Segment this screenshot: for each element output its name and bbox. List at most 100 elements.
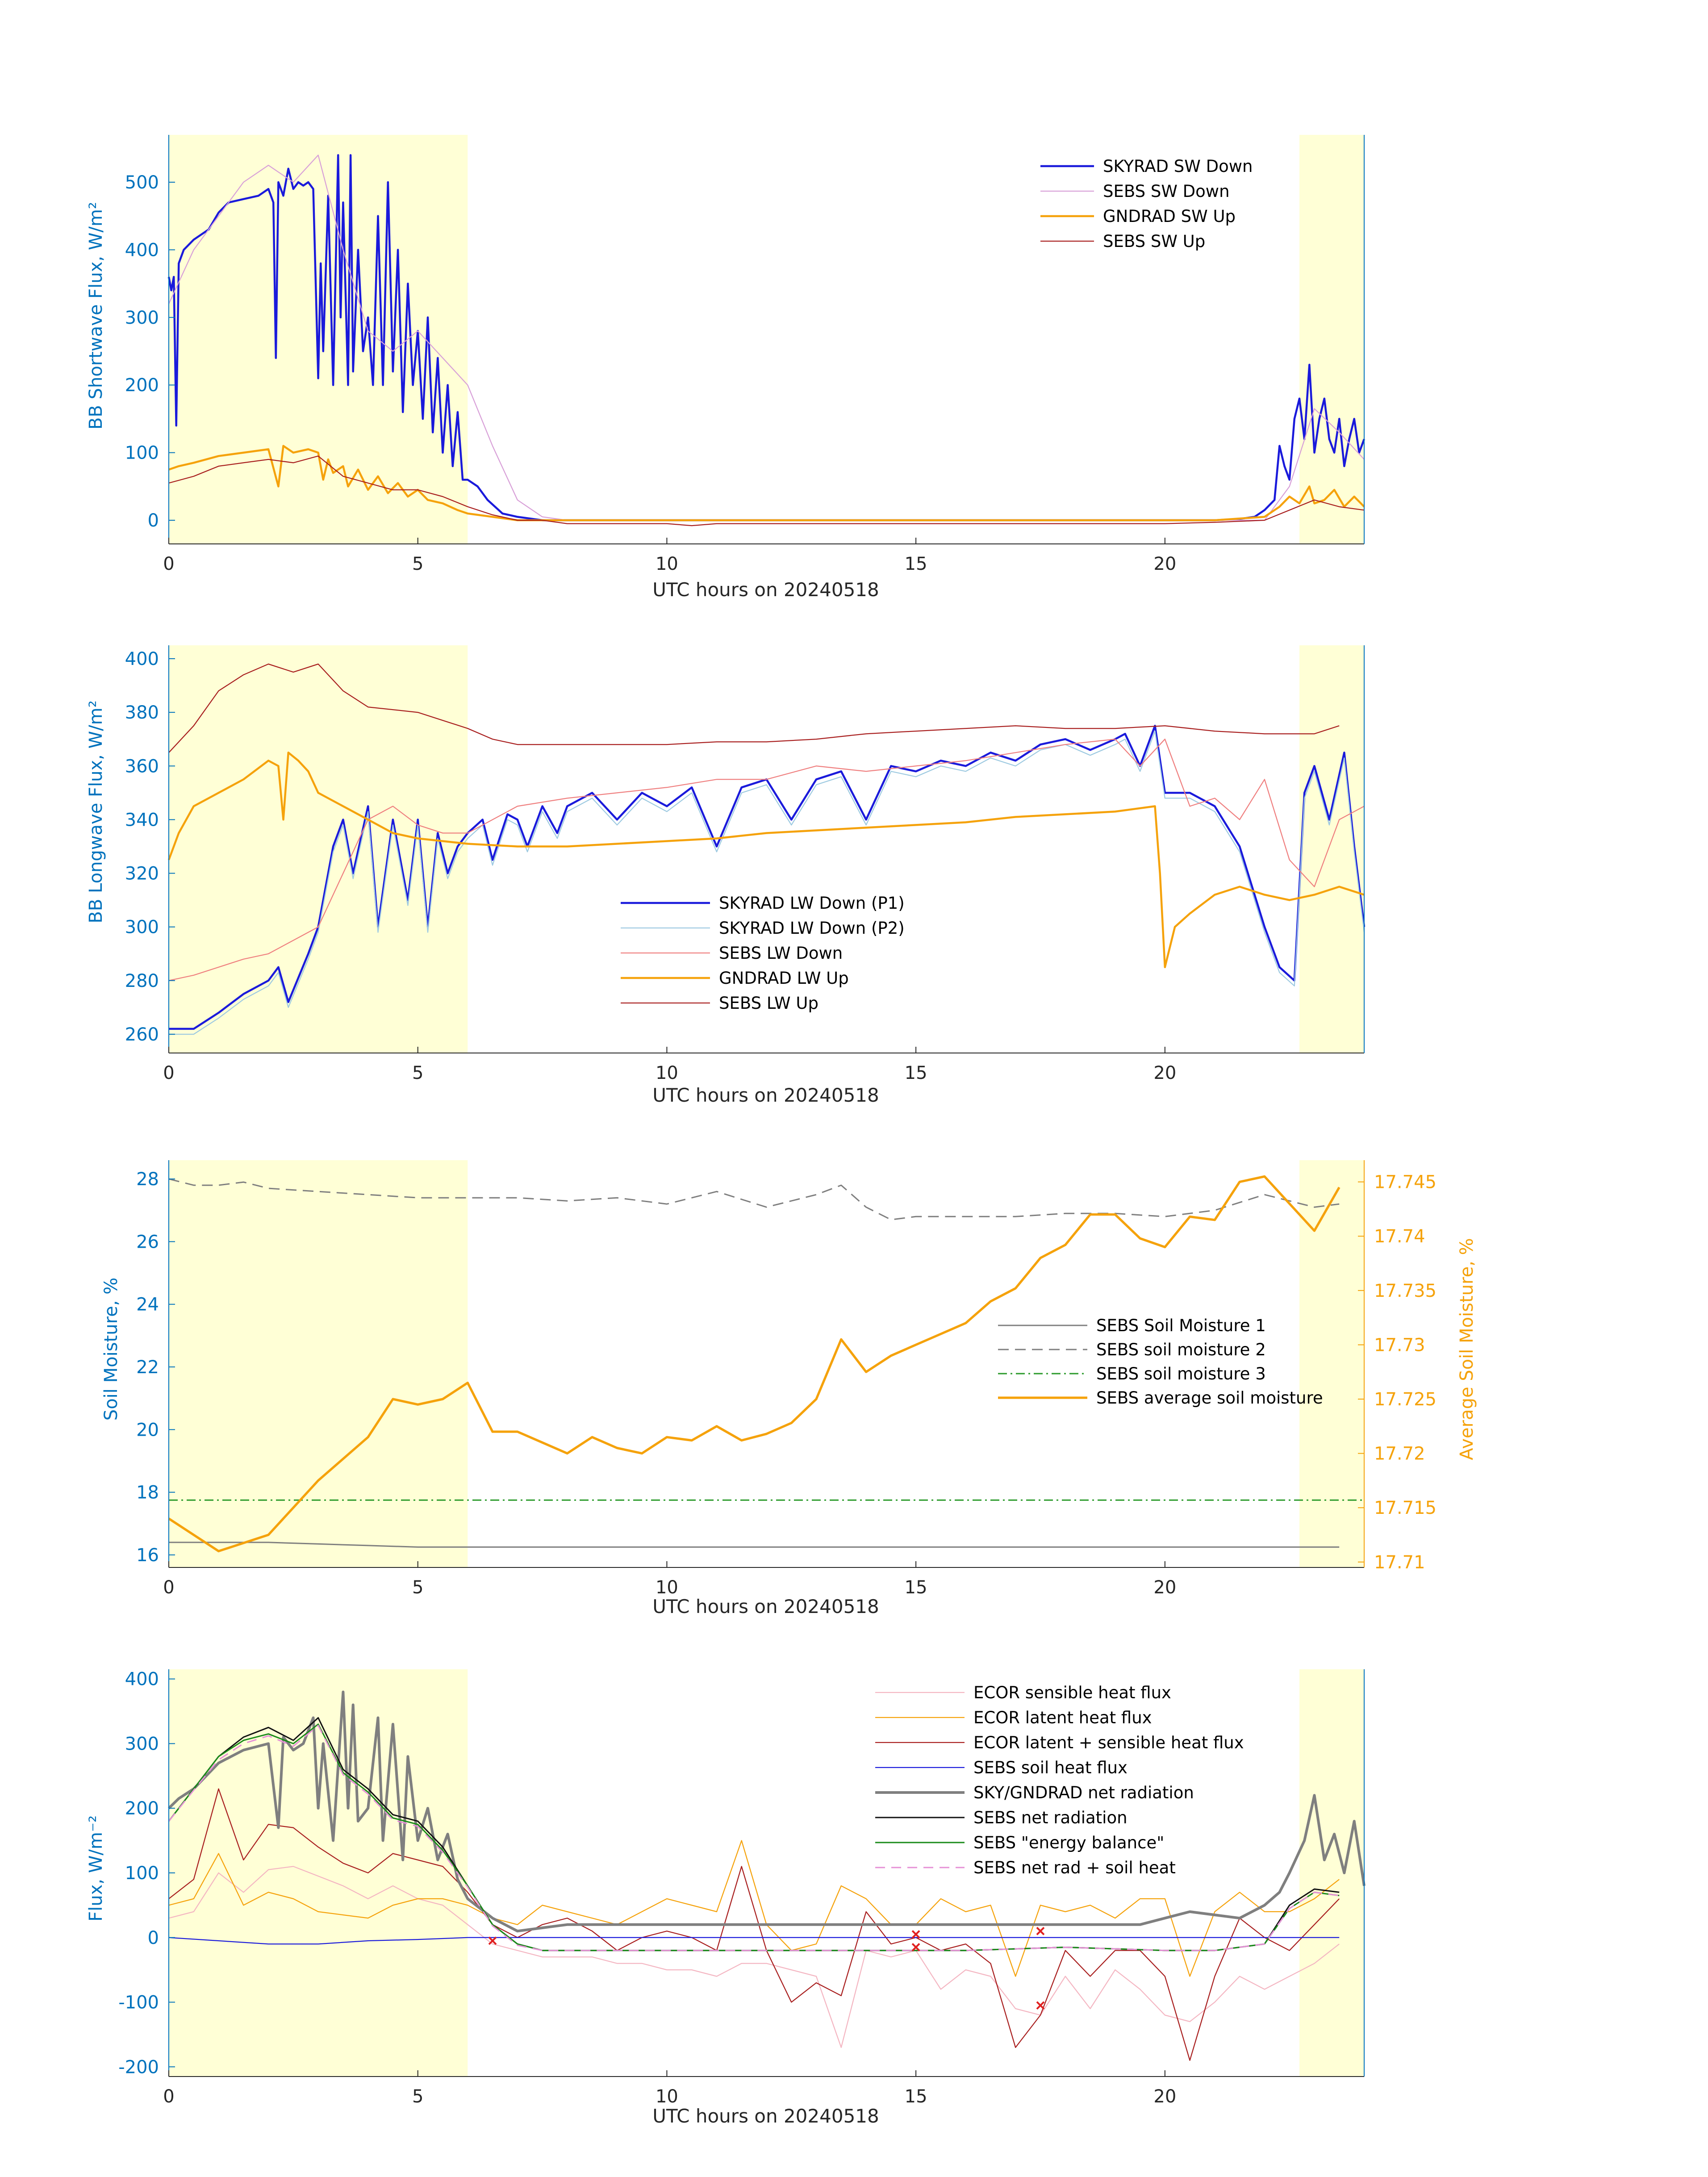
legend-label: GNDRAD LW Up	[719, 969, 849, 988]
legend-item-gndrad-sw-up: GNDRAD SW Up	[1040, 207, 1236, 226]
legend-item-sebs-sw-up: SEBS SW Up	[1040, 232, 1205, 251]
x-tick-label: 15	[905, 1577, 927, 1598]
energy-flux-legend: ECOR sensible heat flux ECOR latent heat …	[875, 1683, 1244, 1877]
legend-label: SKYRAD SW Down	[1103, 157, 1253, 176]
legend-label: SEBS SW Up	[1103, 232, 1205, 251]
x-tick-label: 5	[412, 1063, 423, 1083]
daylight-band	[1299, 1669, 1364, 2077]
series-line-sebs-sw-up	[168, 455, 1365, 526]
y2-tick-label: 17.735	[1374, 1281, 1437, 1301]
legend-label: SKYRAD LW Down (P2)	[719, 919, 905, 938]
daylight-band	[169, 645, 468, 1053]
longwave-panel: 0 5 10 15 20 260 280 300 320 340 360 380 400 BB Long…	[86, 645, 1366, 1106]
legend-item-sebs-lw-up: SEBS LW Up	[621, 994, 819, 1013]
x-tick-label: 10	[656, 2086, 678, 2107]
y2-tick-label: 17.715	[1374, 1498, 1437, 1518]
y-tick-label: 26	[136, 1232, 159, 1252]
x-tick-label: 20	[1153, 2086, 1176, 2107]
x-tick-label: 0	[163, 2086, 174, 2107]
legend-item-sebs-lw-down: SEBS LW Down	[621, 944, 843, 963]
x-tick-label: 5	[412, 2086, 423, 2107]
y-tick-label: 22	[136, 1357, 159, 1378]
legend-item-sebs-average-soil-moisture: SEBS average soil moisture	[998, 1388, 1323, 1408]
legend-label: SEBS soil moisture 2	[1096, 1340, 1266, 1359]
legend-label: SEBS soil heat flux	[973, 1758, 1128, 1777]
y-tick-label: -200	[118, 2057, 159, 2077]
legend-label: SEBS average soil moisture	[1096, 1388, 1323, 1408]
x-tick-label: 20	[1153, 1063, 1176, 1083]
y-tick-label: 300	[125, 917, 159, 938]
y-tick-label: 100	[125, 443, 159, 464]
x-tick-label: 15	[905, 2086, 927, 2107]
series-line-skyrad-lw-down-p2	[169, 731, 1365, 1035]
legend-label: SEBS net rad + soil heat	[973, 1858, 1176, 1877]
legend-label: ECOR latent + sensible heat flux	[973, 1733, 1244, 1752]
y-tick-label: 300	[125, 1734, 159, 1754]
series-line-ecor-latent-sensible-heat-flux	[168, 1788, 1340, 2061]
legend-label: SEBS LW Up	[719, 994, 819, 1013]
legend-label: GNDRAD SW Up	[1103, 207, 1236, 226]
data-marker	[488, 1936, 497, 1945]
y-tick-label: 400	[125, 1669, 159, 1690]
legend-item-sebs-energy-balance: SEBS "energy balance"	[875, 1833, 1164, 1852]
legend-label: SEBS "energy balance"	[973, 1833, 1164, 1852]
legend-label: SKYRAD LW Down (P1)	[719, 894, 905, 913]
x-tick-label: 10	[656, 1063, 678, 1083]
legend-label: SEBS Soil Moisture 1	[1096, 1316, 1266, 1335]
legend-label: ECOR latent heat flux	[973, 1708, 1152, 1727]
data-marker	[1036, 1926, 1045, 1935]
y-tick-label: 300	[125, 308, 159, 328]
energy-flux-panel: 0 5 10 15 20 -200 -100 0 100 200 300 400 Flux, W/m⁻…	[86, 1669, 1366, 2127]
legend-item-ecor-latent-heat-flux: ECOR latent heat flux	[875, 1708, 1152, 1727]
series-line-ecor-sensible-heat-flux	[168, 1866, 1340, 2048]
x-tick-label: 0	[163, 554, 174, 574]
legend-item-sebs-net-radiation: SEBS net radiation	[875, 1808, 1128, 1827]
y2-tick-label: 17.73	[1374, 1335, 1425, 1355]
daylight-band	[169, 1669, 468, 2077]
legend-label: SEBS SW Down	[1103, 182, 1230, 201]
shortwave-xlabel: UTC hours on 20240518	[652, 579, 879, 601]
series-line-sky-gndrad-net-radiation	[167, 1690, 1366, 1933]
x-tick-label: 0	[163, 1063, 174, 1083]
series-line-gndrad-sw-up	[168, 445, 1365, 522]
y2-tick-label: 17.71	[1374, 1552, 1425, 1573]
y-tick-label: 260	[125, 1024, 159, 1045]
x-tick-label: 15	[905, 554, 927, 574]
y2-tick-label: 17.745	[1374, 1172, 1437, 1193]
legend-item-ecor-latent-sensible-heat-flux: ECOR latent + sensible heat flux	[875, 1733, 1244, 1752]
y-tick-label: 28	[136, 1169, 159, 1190]
x-tick-label: 20	[1153, 554, 1176, 574]
y-tick-label: 280	[125, 971, 159, 991]
longwave-ylabel: BB Longwave Flux, W/m²	[86, 700, 106, 923]
series-line-sebs-sw-down	[168, 155, 1365, 521]
series-line-sebs-soil-moisture-2	[168, 1178, 1340, 1220]
series-line-sebs-soil-moisture-1	[169, 1542, 1340, 1548]
y-tick-label: 18	[136, 1483, 159, 1503]
data-marker	[911, 1943, 920, 1951]
longwave-legend: SKYRAD LW Down (P1) SKYRAD LW Down (P2) SE…	[621, 894, 905, 1013]
y-tick-label: 0	[148, 1928, 159, 1948]
soil-moisture-panel: 0 5 10 15 20 16 18 20 22 24 26 28 17.71 17.715 17.72 17…	[101, 1160, 1477, 1617]
x-tick-label: 5	[412, 554, 423, 574]
legend-item-sebs-sw-down: SEBS SW Down	[1040, 182, 1230, 201]
x-tick-label: 10	[656, 554, 678, 574]
y-tick-label: 360	[125, 756, 159, 777]
series-line-sebs-lw-down	[168, 739, 1365, 981]
legend-label: SKY/GNDRAD net radiation	[973, 1783, 1194, 1802]
legend-item-skyrad-lw-down-p1: SKYRAD LW Down (P1)	[621, 894, 905, 913]
y-tick-label: 200	[125, 1798, 159, 1819]
series-line-gndrad-lw-up	[167, 752, 1365, 969]
data-marker	[1036, 2001, 1045, 2010]
y-tick-label: 200	[125, 375, 159, 396]
daylight-band	[1299, 1160, 1364, 1567]
shortwave-ylabel: BB Shortwave Flux, W/m²	[86, 202, 106, 430]
daylight-band	[1299, 135, 1364, 544]
y-tick-label: 20	[136, 1420, 159, 1440]
energy-flux-xlabel: UTC hours on 20240518	[652, 2105, 879, 2127]
y-tick-label: 0	[148, 510, 159, 531]
legend-label: SEBS net radiation	[973, 1808, 1128, 1827]
y-tick-label: 16	[136, 1545, 159, 1566]
y-tick-label: 500	[125, 172, 159, 193]
